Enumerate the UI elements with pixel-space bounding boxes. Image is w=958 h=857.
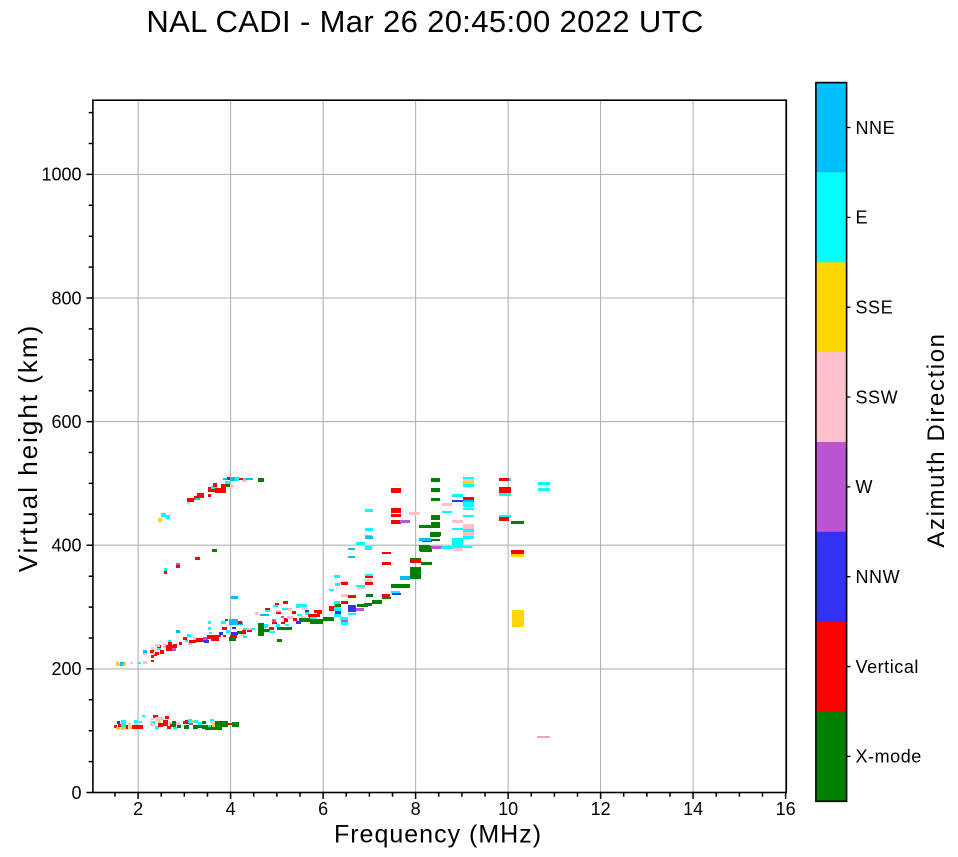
svg-text:400: 400 [51, 536, 81, 556]
svg-text:E: E [856, 208, 869, 228]
svg-text:NAL CADI - Mar 26 20:45:00 202: NAL CADI - Mar 26 20:45:00 2022 UTC [146, 4, 703, 39]
svg-text:800: 800 [51, 288, 81, 308]
svg-text:Virtual height (km): Virtual height (km) [13, 324, 43, 573]
svg-text:200: 200 [51, 659, 81, 679]
svg-text:NNW: NNW [856, 567, 901, 587]
svg-text:4: 4 [226, 799, 236, 819]
svg-text:16: 16 [776, 799, 796, 819]
svg-text:8: 8 [411, 799, 421, 819]
svg-text:W: W [856, 477, 874, 497]
svg-text:14: 14 [683, 799, 703, 819]
svg-text:10: 10 [498, 799, 518, 819]
svg-text:12: 12 [591, 799, 611, 819]
svg-text:NNE: NNE [856, 118, 896, 138]
svg-text:Vertical: Vertical [856, 657, 919, 677]
svg-text:600: 600 [51, 412, 81, 432]
svg-text:SSW: SSW [856, 387, 899, 407]
svg-text:Frequency (MHz): Frequency (MHz) [334, 821, 542, 849]
svg-text:0: 0 [71, 783, 81, 803]
svg-text:X-mode: X-mode [856, 747, 922, 767]
svg-text:2: 2 [133, 799, 143, 819]
svg-text:6: 6 [318, 799, 328, 819]
svg-text:Azimuth Direction: Azimuth Direction [923, 332, 950, 547]
svg-text:SSE: SSE [856, 298, 894, 318]
svg-text:1000: 1000 [41, 165, 81, 185]
